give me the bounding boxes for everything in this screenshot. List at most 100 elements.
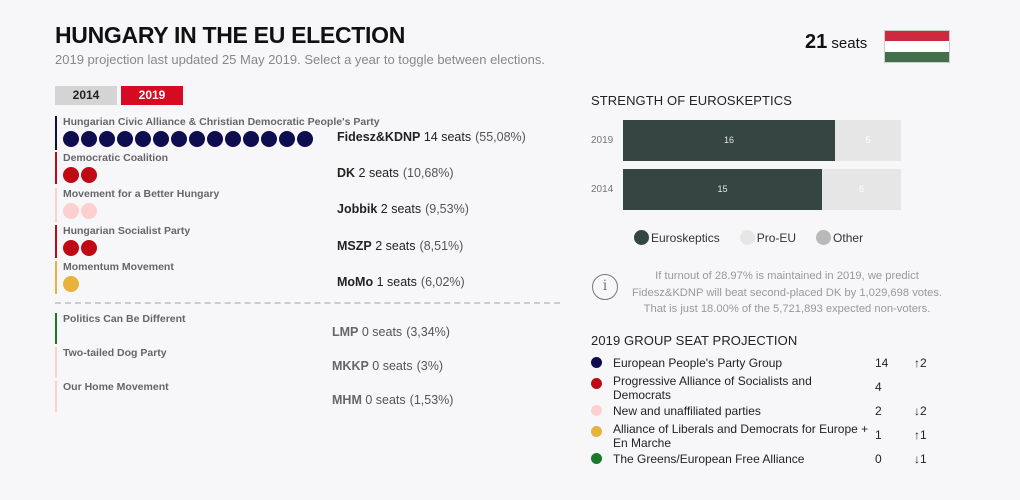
legend-label-euroskeptics: Euroskeptics	[651, 230, 720, 245]
seat-dot	[225, 131, 241, 147]
party-abbr: Jobbik	[337, 202, 378, 216]
year-toggle: 2014 2019	[55, 86, 187, 105]
party-abbr: MHM	[332, 393, 362, 407]
party-abbr: MoMo	[337, 275, 374, 289]
seat-dot	[153, 131, 169, 147]
group-name: The Greens/European Free Alliance	[613, 452, 805, 466]
turnout-note: If turnout of 28.97% is maintained in 20…	[631, 270, 943, 315]
group-name: Progressive Alliance of Socialists and D…	[613, 374, 812, 402]
party-seats: 1 seats	[376, 275, 417, 289]
seat-dot	[117, 131, 133, 147]
party-name: Movement for a Better Hungary	[63, 188, 220, 200]
tab-2019[interactable]: 2019	[121, 86, 183, 105]
seat-dot	[63, 167, 79, 183]
bar-year-label: 2014	[591, 184, 614, 195]
party-name: Hungarian Civic Alliance & Christian Dem…	[63, 116, 380, 128]
party-seat-dots	[63, 240, 99, 256]
party-color-bar	[55, 381, 57, 412]
seat-dot	[63, 276, 79, 292]
party-abbr: MKKP	[332, 359, 369, 373]
bar-segment-pro-eu: 6	[822, 169, 901, 210]
group-seat-change: ↓2	[914, 404, 927, 418]
legend-item-other: Other	[816, 230, 863, 245]
party-color-bar	[55, 188, 57, 222]
party-result: Jobbik 2 seats (9,53%)	[337, 202, 469, 216]
party-percent: (55,08%)	[475, 130, 526, 144]
party-seats: 2 seats	[358, 166, 399, 180]
seat-dot	[63, 203, 79, 219]
party-result: MoMo 1 seats (6,02%)	[337, 275, 465, 289]
party-row: Momentum Movement MoMo 1 seats (6,02%)	[55, 261, 560, 294]
party-seats: 14 seats	[423, 130, 472, 144]
total-seats-label: seats	[831, 35, 868, 52]
party-abbr: DK	[337, 166, 356, 180]
seat-dot	[81, 167, 97, 183]
seat-dot	[99, 131, 115, 147]
seat-dot	[171, 131, 187, 147]
party-seat-dots	[63, 131, 315, 147]
group-seats: 14	[875, 356, 889, 370]
hungary-flag-icon	[884, 30, 950, 63]
seat-dot	[135, 131, 151, 147]
party-color-bar	[55, 347, 57, 378]
party-name: Two-tailed Dog Party	[63, 347, 167, 359]
seat-dot	[81, 203, 97, 219]
party-percent: (9,53%)	[425, 202, 469, 216]
party-seat-dots	[63, 203, 99, 219]
seat-dot	[279, 131, 295, 147]
party-percent: (3%)	[416, 359, 444, 373]
group-seats: 4	[875, 380, 882, 394]
seat-dot	[63, 240, 79, 256]
party-seat-dots	[63, 276, 81, 292]
stacked-bar: 16 5	[623, 120, 901, 161]
party-row: Two-tailed Dog Party MKKP 0 seats (3%)	[55, 347, 560, 378]
flag-stripe-white	[885, 41, 949, 52]
group-seat-change: ↑2	[914, 356, 927, 370]
party-abbr: Fidesz&KDNP	[337, 130, 421, 144]
bar-segment-pro-eu: 5	[835, 120, 901, 161]
flag-stripe-green	[885, 51, 949, 62]
legend-swatch-euroskeptics	[634, 230, 649, 245]
party-seats: 2 seats	[380, 202, 422, 216]
party-result: LMP 0 seats (3,34%)	[332, 325, 450, 339]
group-seats: 2	[875, 404, 882, 418]
group-name: Alliance of Liberals and Democrats for E…	[613, 422, 869, 450]
party-color-bar	[55, 152, 57, 184]
group-color-dot	[591, 357, 602, 368]
group-name: New and unaffiliated parties	[613, 404, 761, 418]
seat-dot	[189, 131, 205, 147]
flag-stripe-red	[885, 31, 949, 42]
bar-year-label: 2019	[591, 135, 614, 146]
party-seats: 2 seats	[375, 239, 416, 253]
legend-swatch-other	[816, 230, 832, 245]
party-seat-dots	[63, 167, 99, 183]
party-seats: 0 seats	[365, 393, 406, 407]
party-percent: (8,51%)	[419, 239, 464, 253]
party-name: Democratic Coalition	[63, 152, 169, 164]
party-row: Movement for a Better Hungary Jobbik 2 se…	[55, 188, 560, 222]
legend-item-euroskeptics: Euroskeptics	[634, 230, 720, 245]
group-color-dot	[591, 426, 602, 437]
party-abbr: LMP	[332, 325, 359, 339]
group-name: European People's Party Group	[613, 356, 783, 370]
party-color-bar	[55, 261, 57, 294]
seat-dot	[63, 131, 79, 147]
group-seats: 0	[875, 452, 882, 466]
seat-dot	[261, 131, 277, 147]
group-color-dot	[591, 405, 602, 416]
tab-2014[interactable]: 2014	[55, 86, 117, 105]
legend-item-pro-eu: Pro-EU	[739, 230, 796, 245]
party-name: Hungarian Socialist Party	[63, 225, 191, 237]
party-row: Hungarian Socialist Party MSZP 2 seats (8,…	[55, 225, 560, 258]
party-percent: (1,53%)	[409, 393, 454, 407]
bar-segment-euroskeptics: 15	[623, 169, 822, 210]
party-percent: (6,02%)	[420, 275, 465, 289]
party-color-bar	[55, 116, 57, 150]
seat-dot	[207, 131, 223, 147]
total-seats-number: 21	[805, 31, 828, 53]
party-name: Politics Can Be Different	[63, 313, 186, 325]
seat-dot	[243, 131, 259, 147]
stacked-bar: 15 6	[623, 169, 901, 210]
party-color-bar	[55, 225, 57, 258]
threshold-divider	[55, 302, 560, 304]
